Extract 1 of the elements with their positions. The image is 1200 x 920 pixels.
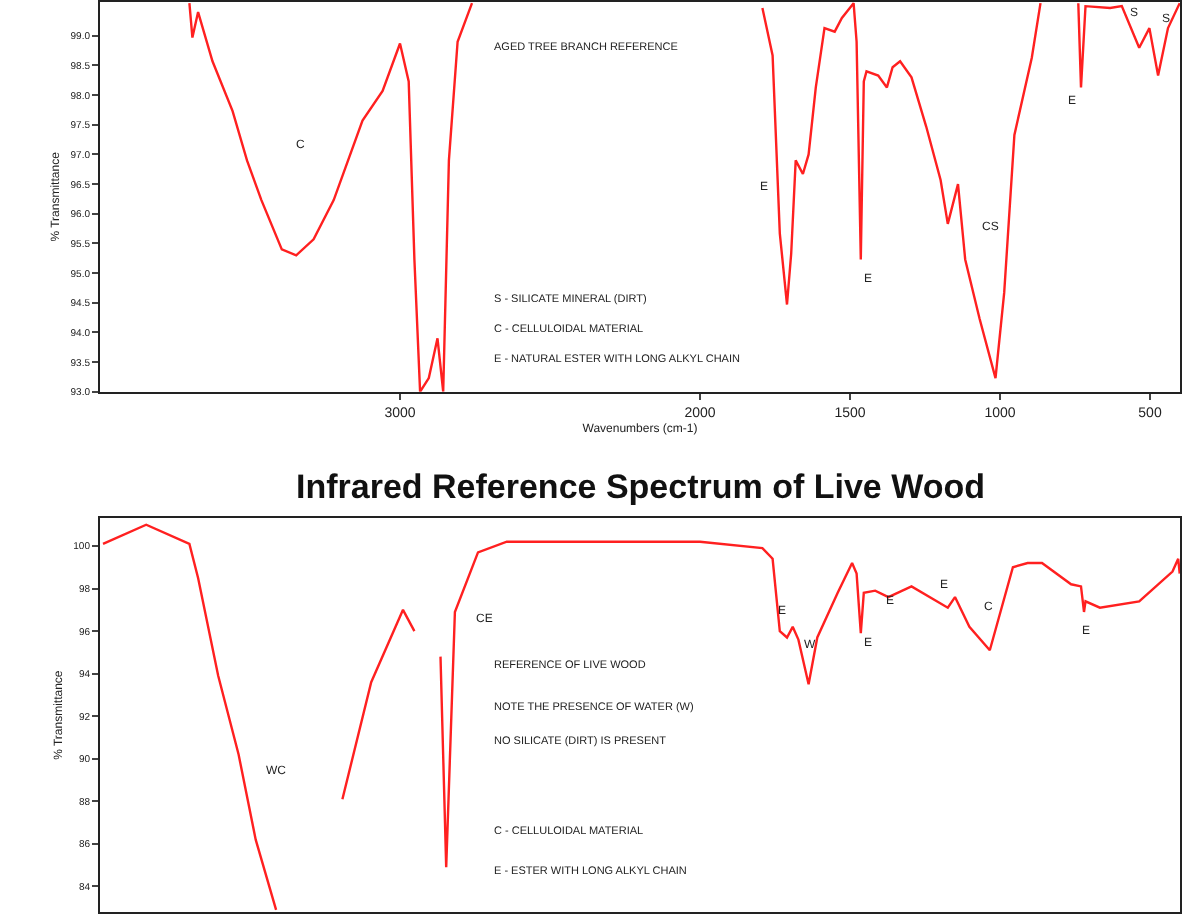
chart-title: Infrared Reference Spectrum of Live Wood (296, 468, 985, 506)
